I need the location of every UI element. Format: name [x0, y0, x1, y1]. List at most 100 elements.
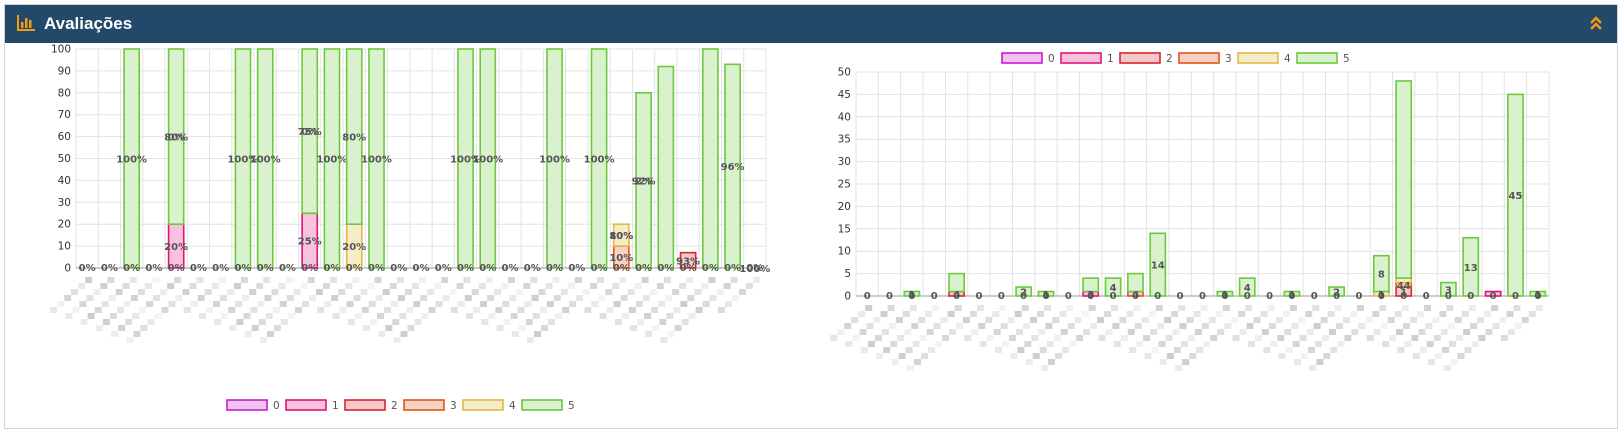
obscured-pixel [101, 301, 109, 307]
x-tick-label-obscured [630, 277, 694, 331]
obscured-pixel [926, 329, 934, 335]
obscured-pixel [1323, 353, 1331, 359]
data-label: 75% [298, 127, 322, 138]
legend-label-1: 1 [1107, 53, 1114, 65]
obscured-pixel [890, 341, 898, 347]
obscured-pixel [1246, 323, 1254, 329]
obscured-pixel [621, 313, 629, 319]
obscured-pixel [137, 289, 145, 295]
obscured-pixel [999, 305, 1007, 311]
x-tick-label-obscured [1129, 305, 1186, 353]
obscured-pixel [1039, 347, 1047, 353]
bar-series-5-25 [635, 91, 652, 269]
data-label: 0 [1512, 291, 1519, 302]
obscured-pixel [259, 337, 267, 343]
obscured-pixel [979, 341, 987, 347]
x-tick-label-obscured [347, 277, 404, 325]
obscured-pixel [569, 301, 577, 307]
obscured-pixel [463, 277, 471, 283]
obscured-pixel [927, 347, 935, 353]
data-label: 92% [632, 176, 656, 187]
obscured-pixel [1442, 347, 1450, 353]
obscured-pixel [256, 283, 264, 289]
x-tick-label-obscured [584, 277, 627, 313]
obscured-pixel [1129, 347, 1137, 353]
obscured-pixel [211, 283, 219, 289]
obscured-pixel [345, 283, 353, 289]
obscured-pixel [1446, 305, 1454, 311]
obscured-pixel [1201, 323, 1209, 329]
x-tick-label-obscured [481, 277, 538, 325]
obscured-pixel [830, 335, 838, 341]
obscured-pixel [50, 307, 58, 313]
data-label: 3 [1445, 285, 1452, 296]
obscured-pixel [1261, 329, 1269, 335]
obscured-pixel [1309, 365, 1317, 371]
obscured-pixel [1449, 341, 1457, 347]
obscured-pixel [471, 289, 479, 295]
x-tick-label-obscured [1278, 305, 1342, 359]
obscured-pixel [620, 295, 628, 301]
data-label: 0 [998, 291, 1005, 302]
obscured-pixel [1189, 353, 1197, 359]
data-label: 0 [1266, 291, 1273, 302]
obscured-pixel [694, 289, 702, 295]
obscured-pixel [567, 283, 575, 289]
data-label: 3 [1087, 290, 1094, 301]
obscured-pixel [627, 289, 635, 295]
obscured-pixel [701, 283, 709, 289]
obscured-pixel [226, 289, 234, 295]
x-tick-label-obscured [1382, 305, 1432, 347]
legend-swatch-0 [1001, 52, 1043, 64]
obscured-pixel [874, 335, 882, 341]
obscured-pixel [1038, 329, 1046, 335]
obscured-pixel [1313, 323, 1321, 329]
obscured-pixel [1440, 329, 1448, 335]
obscured-pixel [1396, 329, 1404, 335]
obscured-pixel [1173, 347, 1181, 353]
obscured-pixel [635, 301, 643, 307]
obscured-pixel [263, 277, 271, 283]
obscured-pixel [315, 289, 323, 295]
obscured-pixel [464, 295, 472, 301]
obscured-pixel [986, 335, 994, 341]
x-tick-label-obscured [214, 277, 271, 325]
legend-swatch-3 [1178, 52, 1220, 64]
obscured-pixel [1053, 335, 1061, 341]
obscured-pixel [1372, 311, 1380, 317]
data-label: 1 [1221, 290, 1228, 301]
obscured-pixel [745, 283, 753, 289]
obscured-pixel [93, 289, 101, 295]
legend-swatch-3 [403, 399, 445, 411]
obscured-pixel [1293, 359, 1301, 365]
obscured-pixel [1055, 353, 1063, 359]
bar-series-5-24 [1395, 80, 1413, 279]
x-tick-label-obscured [1366, 305, 1409, 341]
obscured-pixel [427, 289, 435, 295]
obscured-pixel [421, 313, 429, 319]
obscured-pixel [442, 295, 450, 301]
obscured-pixel [250, 307, 258, 313]
x-tick-label-obscured [1443, 305, 1521, 371]
x-tick-label-obscured [111, 277, 182, 337]
bar-series-5-2 [123, 48, 141, 269]
double-chevron-up-icon[interactable] [1589, 15, 1603, 36]
bar-series-5-7 [1015, 286, 1033, 297]
obscured-pixel [122, 283, 130, 289]
obscured-pixel [279, 301, 287, 307]
obscured-pixel [1196, 347, 1204, 353]
bar-series-5-13 [368, 48, 385, 269]
legend-swatch-2 [344, 399, 386, 411]
obscured-pixel [1175, 365, 1183, 371]
obscured-pixel [591, 301, 599, 307]
y-tick-label: 40 [838, 111, 851, 123]
y-tick-label: 20 [838, 201, 851, 213]
x-tick-label-obscured [979, 305, 1029, 347]
data-label: 80% [342, 133, 366, 144]
obscured-pixel [317, 307, 325, 313]
data-label: 44 [1397, 281, 1411, 292]
obscured-pixel [962, 317, 970, 323]
obscured-pixel [1321, 335, 1329, 341]
obscured-pixel [450, 307, 458, 313]
obscured-pixel [111, 331, 119, 337]
